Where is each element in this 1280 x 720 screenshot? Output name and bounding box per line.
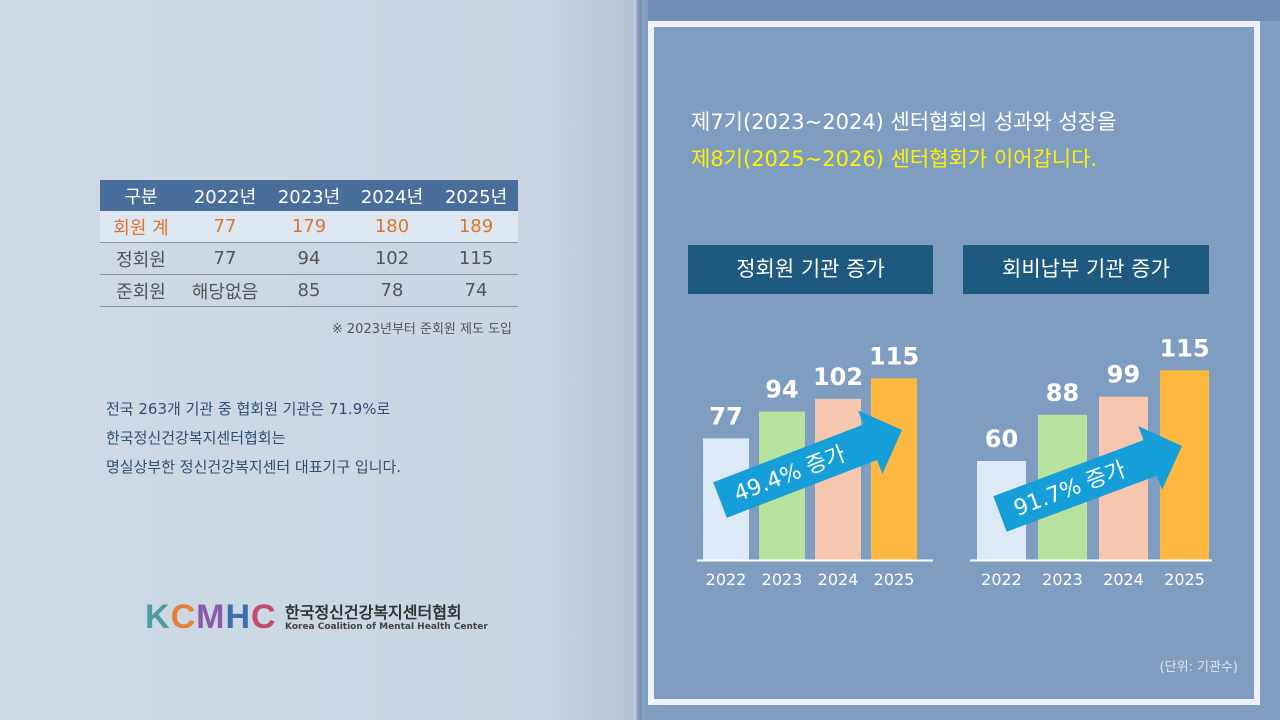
table-header: 구분 xyxy=(100,180,182,211)
data-label: 115 xyxy=(869,342,919,370)
tick-label: 2025 xyxy=(874,570,915,589)
logo-name: 한국정신건강복지센터협회 xyxy=(285,603,462,622)
arrow-shape xyxy=(993,426,1182,532)
table-cell: 115 xyxy=(434,242,518,275)
data-label: 77 xyxy=(709,402,742,430)
table-cell: 준회원 xyxy=(100,274,182,307)
slide-frame xyxy=(648,21,1260,705)
headline: 제7기(2023~2024) 센터협회의 성과와 성장을 제8기(2025~20… xyxy=(691,104,1116,178)
logo-mark: KCMHC xyxy=(145,598,277,636)
description-line: 전국 263개 기관 중 협회원 기관은 71.9%로 xyxy=(106,400,391,418)
right-panel xyxy=(640,0,1280,720)
table-cell: 해당없음 xyxy=(182,274,268,307)
unit-note: (단위: 기관수) xyxy=(1159,660,1238,675)
membership-table: 구분 2022년 2023년 2024년 2025년 회원 계 77 179 1… xyxy=(100,180,518,307)
data-label: 115 xyxy=(1159,334,1209,362)
tick-label: 2022 xyxy=(706,570,747,589)
headline-line1: 제7기(2023~2024) 센터협회의 성과와 성장을 xyxy=(691,110,1117,134)
data-label: 102 xyxy=(813,363,863,391)
tick-label: 2023 xyxy=(762,570,803,589)
table-row-regular: 정회원 77 94 102 115 xyxy=(100,242,518,275)
data-label: 88 xyxy=(1046,379,1079,407)
table-header: 2022년 xyxy=(182,180,268,211)
table-cell: 77 xyxy=(182,242,268,275)
chart-title-dues: 회비납부 기관 증가 xyxy=(963,245,1209,294)
table-cell: 74 xyxy=(434,274,518,307)
table-cell: 77 xyxy=(182,211,268,243)
tick-label: 2024 xyxy=(818,570,859,589)
table-cell: 78 xyxy=(350,274,434,307)
arrow-shape xyxy=(713,410,902,518)
tick-label: 2024 xyxy=(1103,570,1144,589)
table-cell: 85 xyxy=(268,274,350,307)
description-line: 명실상부한 정신건강복지센터 대표기구 입니다. xyxy=(106,458,402,476)
logo-subtitle: Korea Coalition of Mental Health Center xyxy=(285,622,488,632)
table-row-total: 회원 계 77 179 180 189 xyxy=(100,211,518,243)
table-header-row: 구분 2022년 2023년 2024년 2025년 xyxy=(100,180,518,211)
data-label: 60 xyxy=(985,425,1018,453)
table-cell: 179 xyxy=(268,211,350,243)
data-label: 94 xyxy=(765,375,798,403)
table-cell: 정회원 xyxy=(100,242,182,275)
table-note: ※ 2023년부터 준회원 제도 도입 xyxy=(331,322,512,337)
table-header: 2023년 xyxy=(268,180,350,211)
left-panel xyxy=(0,0,640,720)
headline-line2: 제8기(2025~2026) 센터협회가 이어갑니다. xyxy=(691,147,1098,171)
data-label: 99 xyxy=(1107,361,1140,389)
description-line: 한국정신건강복지센터협회는 xyxy=(106,429,286,447)
table-cell: 189 xyxy=(434,211,518,243)
table-header: 2025년 xyxy=(434,180,518,211)
tick-label: 2023 xyxy=(1042,570,1083,589)
bar-2025 xyxy=(871,378,917,560)
chart-title-regular: 정회원 기관 증가 xyxy=(688,245,933,294)
table-cell: 94 xyxy=(268,242,350,275)
page-spine xyxy=(634,0,644,720)
table-cell: 180 xyxy=(350,211,434,243)
description-text: 전국 263개 기관 중 협회원 기관은 71.9%로 한국정신건강복지센터협회… xyxy=(106,395,401,482)
tick-label: 2022 xyxy=(981,570,1022,589)
table-cell: 102 xyxy=(350,242,434,275)
tick-label: 2025 xyxy=(1164,570,1205,589)
table-row-associate: 준회원 해당없음 85 78 74 xyxy=(100,274,518,307)
frame-shadow xyxy=(648,0,1280,21)
table-header: 2024년 xyxy=(350,180,434,211)
table-cell: 회원 계 xyxy=(100,211,182,243)
